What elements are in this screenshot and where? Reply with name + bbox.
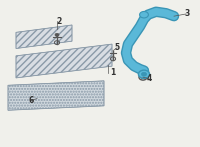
Polygon shape — [16, 44, 112, 78]
Text: 4: 4 — [146, 74, 152, 83]
Text: 5: 5 — [114, 43, 120, 52]
Circle shape — [141, 72, 147, 76]
Text: 1: 1 — [110, 68, 116, 77]
Text: 3: 3 — [184, 9, 190, 19]
Circle shape — [140, 11, 148, 18]
Text: 6: 6 — [28, 96, 34, 105]
Polygon shape — [8, 81, 104, 110]
Circle shape — [138, 70, 150, 78]
Circle shape — [55, 33, 59, 36]
Polygon shape — [16, 25, 72, 49]
Text: 2: 2 — [56, 17, 62, 26]
